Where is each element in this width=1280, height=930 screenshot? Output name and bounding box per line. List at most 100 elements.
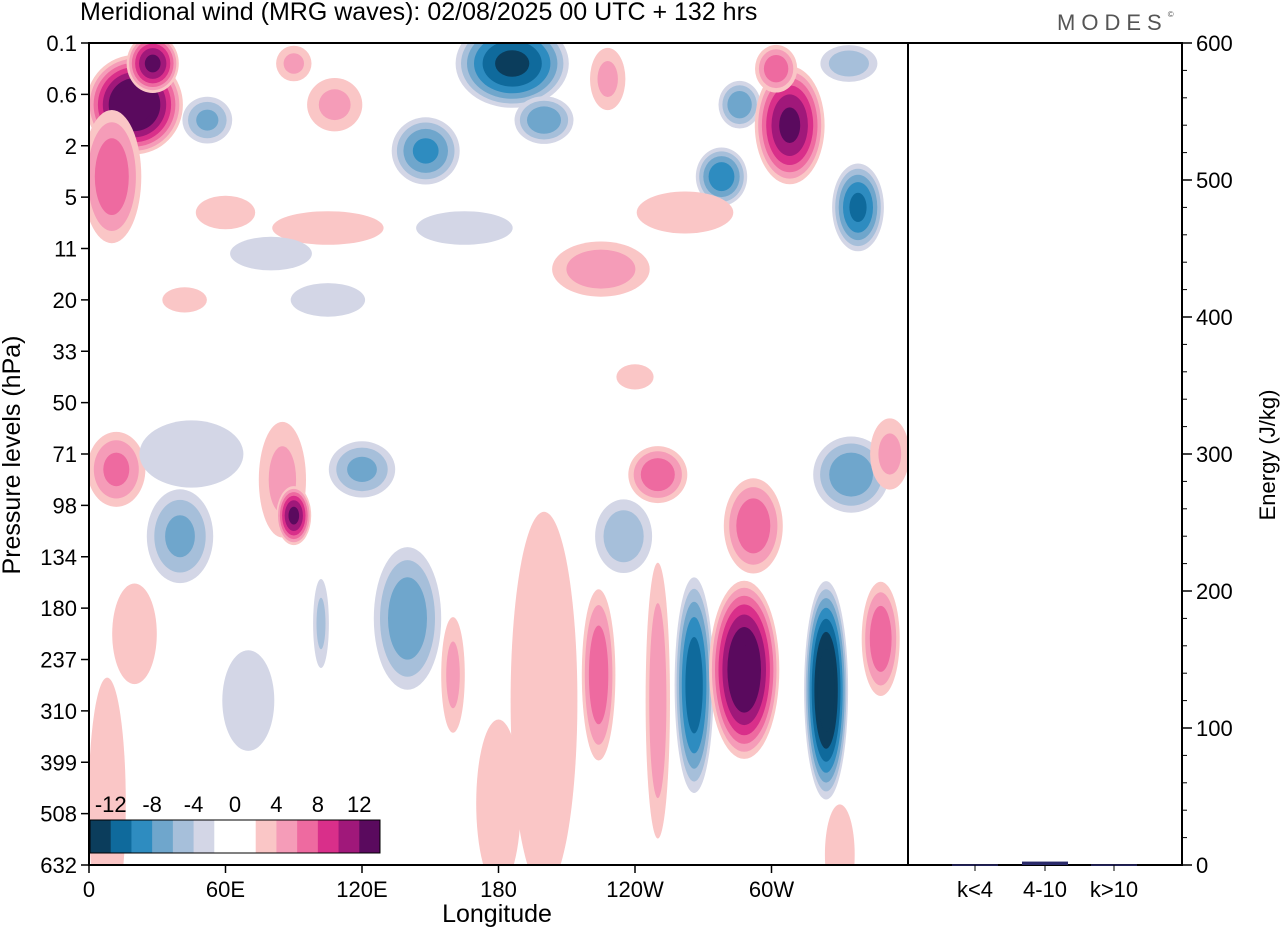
contour-blob-31-level-6 [640,458,675,492]
energy-category-label: k<4 [957,877,993,902]
contour-blob-7-level-12 [495,50,530,77]
contour-blob-17-level-2 [636,191,734,234]
contour-blob-32-level-6 [736,498,771,554]
contour-field [89,43,908,865]
contour-blob-46-level-2 [89,677,126,865]
y-tick-label: 632 [40,853,77,878]
colorbar-swatch-11 [317,820,340,853]
contour-blob-26-level-12 [288,506,300,525]
contour-blob-28-level-2 [139,420,244,488]
colorbar-swatch-8 [255,820,277,853]
energy-category-label: 4-10 [1023,877,1067,902]
energy-category-label: k>10 [1090,877,1138,902]
colorbar-label: 4 [270,792,282,817]
energy-tick-label: 500 [1196,168,1233,193]
contour-blob-38-level-2 [510,511,578,865]
contour-blob-19-level-2 [272,211,384,245]
contour-blob-48-level-2 [222,650,275,751]
colorbar-swatch-6 [214,820,236,853]
contour-blob-3-level-6 [196,109,219,131]
energy-bars: k<4 4-10 k>10 [952,861,1138,902]
contour-blob-1-level-12 [144,54,161,73]
y-tick-label: 310 [40,699,77,724]
contour-blob-14-level-10 [849,192,867,222]
contour-blob-39-level-6 [588,625,609,725]
y-tick-label: 50 [53,391,77,416]
contour-blob-4-level-4 [283,53,304,74]
contour-blob-10-level-8 [708,162,735,192]
contour-blob-47-level-2 [476,719,521,865]
colorbar-swatch-1 [110,820,132,853]
energy-tick-label: 300 [1196,442,1233,467]
x-axis: 0 60E 120E 180 120W 60W [83,865,794,902]
contour-blob-16-level-4 [566,249,636,289]
y-tick-label: 0.6 [46,82,77,107]
contour-blob-23-level-2 [230,236,312,271]
y-tick-label: 71 [53,442,77,467]
contour-blob-9-level-4 [597,61,618,97]
colorbar-label: 8 [312,792,324,817]
x-tick-label: 0 [83,877,95,902]
contour-blob-6-level-8 [412,138,439,164]
energy-tick-label: 0 [1196,853,1208,878]
contour-blob-8-level-6 [527,106,561,134]
colorbar-swatch-7 [235,820,257,853]
x-axis-label: Longitude [442,900,552,928]
x-tick-label: 120W [606,877,664,902]
y-axis-label: Pressure levels (hPa) [0,336,26,575]
x-tick-label: 180 [480,877,517,902]
energy-tick-label: 600 [1196,31,1233,56]
y-axis: 0.1 0.6 2 5 11 20 33 50 71 98 134 180 237 310 399 508 63… [40,31,89,878]
colorbar-swatch-5 [193,820,215,853]
logo-text: MODES [1057,10,1168,35]
contour-blob-50-level-2 [824,804,855,865]
contour-blob-5-level-4 [318,89,351,121]
energy-axis-label: Energy (J/kg) [1255,390,1280,521]
contour-blob-24-level-2 [616,364,654,390]
energy-tick-label: 200 [1196,579,1233,604]
contour-blob-45-level-4 [446,641,460,709]
contour-blob-30-level-6 [347,456,377,482]
contour-blob-40-level-4 [649,603,667,799]
colorbar-swatch-9 [276,820,298,853]
y-tick-label: 2 [65,134,77,159]
contour-blob-0-level-14 [116,85,153,124]
energy-axis: 0 100 200 300 400 500 600 [1182,31,1233,878]
contour-blob-12-level-12 [779,107,801,143]
contour-blob-42-level-14 [734,645,754,695]
contour-blob-2-level-6 [94,138,129,216]
y-tick-label: 134 [40,545,77,570]
colorbar-label: 12 [347,792,371,817]
y-tick-label: 399 [40,750,77,775]
energy-panel-frame [907,42,1183,866]
contour-blob-33-level-6 [829,452,873,497]
colorbar-swatch-2 [131,820,153,853]
contour-blob-29-level-6 [165,515,195,558]
colorbar: -12 -8 -4 0 4 8 12 [89,792,381,854]
contour-blob-21-level-2 [290,283,366,317]
contour-blob-43-level-14 [817,649,835,732]
contour-blob-37-level-4 [316,597,326,650]
y-tick-label: 20 [53,288,77,313]
contour-blob-20-level-2 [416,211,513,245]
contour-blob-44-level-6 [869,605,892,672]
energy-bar-4-10 [1022,861,1068,865]
contour-blob-41-level-10 [685,637,703,734]
y-tick-label: 98 [53,493,77,518]
colorbar-swatch-13 [359,820,381,853]
colorbar-swatch-4 [172,820,195,853]
colorbar-swatch-3 [152,820,174,853]
y-tick-label: 0.1 [46,31,77,56]
contour-blob-35-level-4 [878,433,902,475]
x-tick-label: 60W [749,877,794,902]
chart-title: Meridional wind (MRG waves): 02/08/2025 … [80,0,758,26]
colorbar-label: -8 [142,792,162,817]
y-tick-label: 180 [40,596,77,621]
contour-blob-36-level-6 [388,577,427,660]
x-tick-label: 120E [336,877,387,902]
colorbar-swatch-0 [90,820,112,853]
contour-blob-18-level-2 [195,195,256,230]
colorbar-swatch-12 [338,820,360,853]
contour-blob-34-level-4 [603,510,644,563]
